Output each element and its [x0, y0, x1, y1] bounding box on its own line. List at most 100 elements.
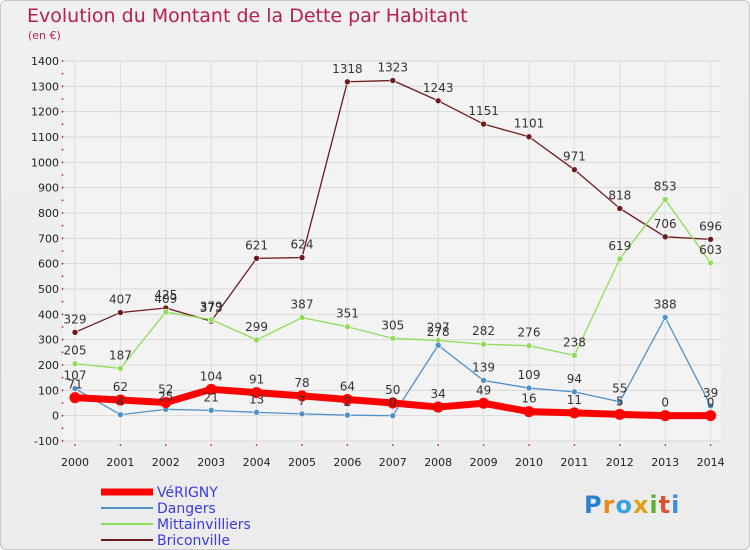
x-minor-tick: [210, 444, 213, 446]
data-point-dangers: [389, 412, 397, 419]
y-tick-label: 900: [38, 182, 59, 195]
data-label-mittainvilliers: 409: [154, 292, 177, 306]
data-point-dangers: [571, 388, 578, 396]
data-label-briconville: 696: [699, 219, 722, 233]
y-tick-label: 1000: [31, 156, 59, 169]
data-point-briconville: [434, 97, 442, 105]
x-tick-label: 2001: [106, 456, 134, 469]
data-label-dangers: 0: [389, 396, 397, 410]
data-point-dangers: [298, 410, 306, 418]
x-tick-label: 2004: [243, 456, 271, 469]
data-point-mittainvilliers: [253, 336, 260, 344]
y-minor-tick: [61, 440, 64, 442]
x-minor-tick: [528, 444, 530, 446]
y-minor-tick: [61, 250, 64, 252]
data-label-dangers: 139: [472, 360, 495, 374]
data-label-dangers: 278: [427, 325, 450, 339]
data-label-verigny: 104: [200, 369, 223, 383]
chart-title: Evolution du Montant de la Dette par Hab…: [27, 5, 468, 27]
data-label-mittainvilliers: 297: [427, 320, 450, 334]
y-minor-tick: [61, 351, 64, 354]
data-label-dangers: 388: [654, 297, 677, 311]
data-label-mittainvilliers: 387: [291, 298, 314, 312]
data-label-dangers: 94: [567, 372, 582, 386]
y-tick-label: 100: [38, 384, 59, 397]
y-minor-tick: [61, 224, 64, 227]
data-point-dangers: [207, 407, 215, 414]
y-minor-tick: [61, 237, 64, 240]
data-point-verigny: [659, 410, 671, 422]
y-minor-tick: [61, 199, 64, 202]
y-minor-tick: [61, 60, 64, 62]
x-tick-label: 2012: [606, 456, 634, 469]
data-label-verigny: 91: [249, 373, 264, 387]
y-tick-label: 0: [52, 410, 59, 423]
data-point-verigny: [568, 407, 580, 419]
y-minor-tick: [61, 98, 64, 100]
y-minor-tick: [61, 414, 64, 417]
data-label-dangers: 13: [249, 392, 264, 406]
y-tick-label: 200: [38, 359, 59, 372]
proxiti-logo: Proxiti: [584, 491, 680, 519]
y-minor-tick: [61, 148, 64, 151]
data-label-dangers: 7: [298, 394, 306, 408]
data-label-verigny: 16: [521, 392, 536, 406]
y-tick-label: 400: [38, 308, 59, 321]
logo-letter: t: [658, 491, 672, 519]
y-minor-tick: [61, 326, 64, 328]
data-label-mittainvilliers: 853: [654, 180, 677, 194]
data-label-verigny: 71: [67, 378, 82, 392]
x-minor-tick: [74, 444, 76, 446]
legend-label-briconville: Briconville: [157, 533, 230, 549]
data-point-dangers: [71, 385, 79, 392]
x-minor-tick: [164, 444, 167, 446]
data-label-verigny: 11: [567, 393, 582, 407]
data-label-dangers: 21: [204, 390, 219, 404]
data-point-dangers: [253, 409, 260, 416]
x-minor-tick: [437, 444, 440, 446]
data-label-briconville: 1323: [378, 61, 409, 75]
y-tick-label: 500: [38, 283, 59, 296]
data-point-mittainvilliers: [298, 314, 306, 321]
data-point-dangers: [616, 398, 624, 406]
y-minor-tick: [61, 174, 64, 176]
data-label-mittainvilliers: 305: [381, 318, 404, 332]
x-minor-tick: [301, 444, 303, 446]
data-point-dangers: [434, 341, 442, 349]
x-minor-tick: [346, 444, 349, 446]
data-label-dangers: 109: [518, 368, 541, 382]
data-label-verigny: 62: [113, 380, 128, 394]
y-minor-tick: [61, 212, 64, 214]
y-minor-tick: [61, 136, 64, 138]
x-minor-tick: [391, 444, 394, 446]
x-minor-tick: [255, 444, 258, 446]
data-label-mittainvilliers: 379: [200, 300, 223, 314]
data-point-verigny: [251, 387, 263, 399]
data-point-briconville: [389, 77, 397, 84]
data-point-mittainvilliers: [480, 340, 487, 348]
data-label-verigny: 52: [158, 382, 173, 396]
data-point-verigny: [341, 393, 353, 405]
y-tick-label: 300: [38, 334, 59, 347]
x-tick-label: 2010: [515, 456, 543, 469]
x-minor-tick: [573, 444, 576, 446]
data-label-verigny: 50: [385, 383, 400, 397]
data-label-briconville: 1101: [514, 117, 545, 131]
data-point-verigny: [296, 390, 308, 402]
data-label-mittainvilliers: 276: [518, 326, 541, 340]
data-label-briconville: 425: [154, 288, 177, 302]
x-tick-label: 2005: [288, 456, 316, 469]
legend-label-mittainvilliers: Mittainvilliers: [157, 517, 251, 533]
data-point-dangers: [480, 377, 487, 384]
x-tick-label: 2009: [470, 456, 498, 469]
data-point-mittainvilliers: [616, 255, 624, 263]
data-point-verigny: [205, 383, 217, 395]
y-minor-tick: [61, 338, 64, 341]
y-minor-tick: [61, 376, 64, 379]
data-label-dangers: 39: [703, 386, 718, 400]
data-label-mittainvilliers: 351: [336, 307, 359, 321]
x-minor-tick: [664, 444, 667, 446]
x-tick-label: 2014: [697, 456, 725, 469]
